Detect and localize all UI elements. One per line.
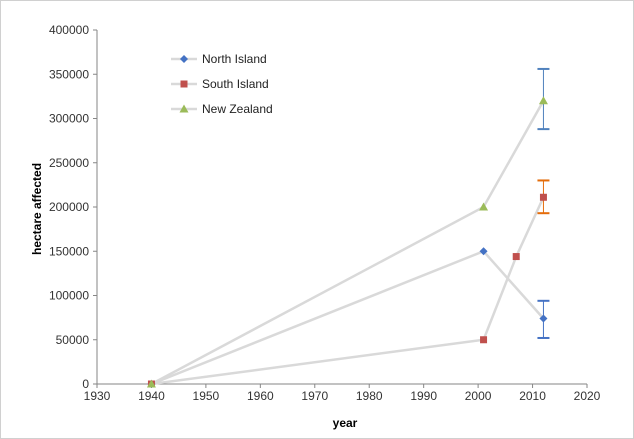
legend-label-south-island: South Island [202, 77, 269, 91]
axes [93, 29, 588, 388]
legend-marker-new-zealand [179, 104, 189, 113]
data-point-south-island [480, 336, 488, 344]
x-tick-label: 1960 [247, 389, 274, 403]
y-tick-label: 150000 [49, 244, 89, 258]
data-point-north-island [539, 314, 548, 323]
legend-marker-north-island [180, 55, 188, 63]
y-tick-label: 200000 [49, 200, 89, 214]
y-tick-label: 50000 [56, 333, 90, 347]
y-tick-label: 400000 [49, 23, 89, 37]
y-tick-label: 100000 [49, 289, 89, 303]
legend-marker-south-island [180, 80, 188, 88]
x-tick-label: 1950 [193, 389, 220, 403]
x-tick-label: 1970 [301, 389, 328, 403]
series-line-north-island [150, 249, 545, 386]
y-axis-title: hectare affected [30, 163, 44, 255]
legend: North Island South Island New Zealand [171, 52, 273, 116]
y-tick-label: 300000 [49, 112, 89, 126]
x-tick-label: 1990 [410, 389, 437, 403]
x-tick-label: 2020 [574, 389, 601, 403]
series-markers [146, 96, 548, 388]
x-tick-label: 2000 [465, 389, 492, 403]
data-point-new-zealand [479, 202, 489, 211]
legend-label-north-island: North Island [202, 52, 267, 66]
y-tick-labels: 0 50000 100000 150000 200000 250000 300000 3500… [49, 23, 89, 391]
x-tick-label: 1980 [356, 389, 383, 403]
x-tick-label: 1940 [138, 389, 165, 403]
x-tick-label: 2010 [519, 389, 546, 403]
data-point-new-zealand [146, 379, 156, 388]
data-point-new-zealand [538, 96, 548, 105]
data-point-south-island [512, 253, 520, 261]
x-tick-labels: 1930 1940 1950 1960 1970 1980 1990 2000 2010 2020 [84, 389, 601, 403]
data-point-south-island [539, 193, 547, 201]
y-tick-label: 250000 [49, 156, 89, 170]
series-line-south-island [151, 196, 545, 386]
y-tick-label: 350000 [49, 67, 89, 81]
error-bars [537, 67, 550, 339]
y-tick-label: 0 [82, 377, 89, 391]
data-point-north-island [479, 247, 488, 256]
x-axis-title: year [333, 416, 358, 430]
legend-label-new-zealand: New Zealand [202, 102, 273, 116]
x-tick-label: 1930 [84, 389, 111, 403]
